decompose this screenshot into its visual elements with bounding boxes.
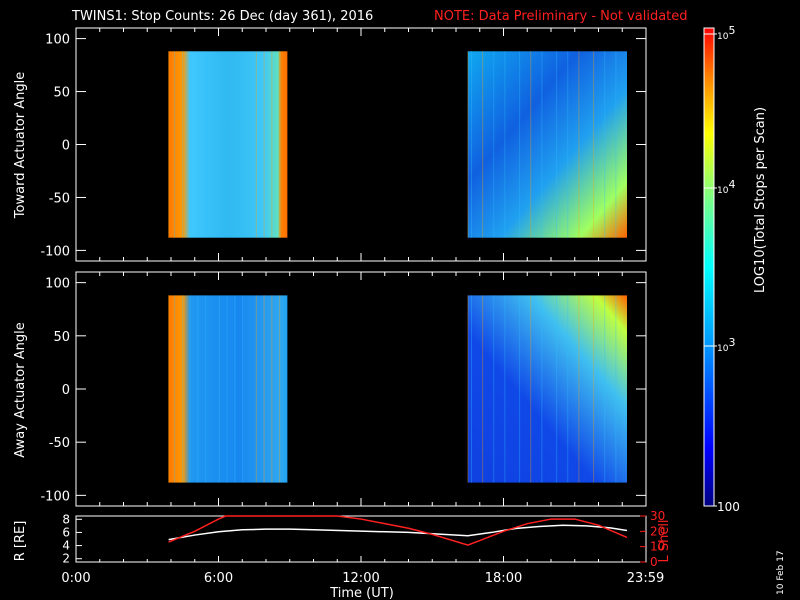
time-tick-label: 18:00 [485, 571, 522, 586]
toward-y-tick-label: 100 [45, 33, 70, 48]
toward-y-tick-label: -100 [40, 244, 70, 259]
away-y-tick-label: 50 [53, 330, 70, 345]
lshell-series-line [168, 515, 628, 546]
figure-title: TWINS1: Stop Counts: 26 Dec (day 361), 2… [71, 9, 373, 24]
away-y-tick-label: -100 [40, 489, 70, 504]
colorbar-tick-label: 105 [717, 24, 735, 42]
lshell-tick-label: 30 [650, 509, 665, 523]
toward-angle-label: Toward Actuator Angle [13, 72, 28, 219]
colorbar-tick-label: 103 [717, 336, 735, 354]
away-y-tick-label: 100 [45, 277, 70, 292]
r-axis-label: R [RE] [13, 521, 28, 562]
lshell-tick-label: 20 [650, 524, 665, 538]
away-data-block [467, 295, 627, 483]
time-tick-label: 23:59 [627, 571, 664, 586]
lshell-axis-label: L Shell [657, 519, 672, 562]
away-y-tick-label: 0 [62, 383, 70, 398]
r-tick-label: 2 [62, 552, 70, 566]
r-tick-label: 6 [62, 525, 70, 539]
r-series-line [168, 524, 628, 541]
lshell-tick-label: 0 [650, 555, 658, 569]
time-tick-label: 6:00 [204, 571, 233, 586]
toward-y-tick-label: 50 [53, 86, 70, 101]
toward-data-block [467, 51, 627, 238]
r-tick-label: 8 [62, 512, 70, 526]
colorbar-tick-label: 100 [717, 500, 740, 514]
away-angle-label: Away Actuator Angle [13, 322, 28, 457]
time-tick-label: 12:00 [342, 571, 379, 586]
colorbar-label: LOG10(Total Stops per Scan) [753, 107, 768, 293]
time-axis-label: Time (UT) [329, 586, 394, 600]
toward-y-tick-label: -50 [49, 191, 70, 206]
date-stamp: 10 Feb 17 [776, 550, 786, 595]
colorbar-tick-label: 104 [717, 178, 735, 196]
r-tick-label: 4 [62, 539, 70, 553]
preliminary-note: NOTE: Data Preliminary - Not validated [434, 9, 688, 24]
away-y-tick-label: -50 [49, 436, 70, 451]
away-data-block [168, 295, 288, 483]
lshell-tick-label: 10 [650, 540, 665, 554]
toward-data-block [168, 51, 288, 238]
toward-y-tick-label: 0 [62, 139, 70, 154]
time-tick-label: 0:00 [61, 571, 90, 586]
